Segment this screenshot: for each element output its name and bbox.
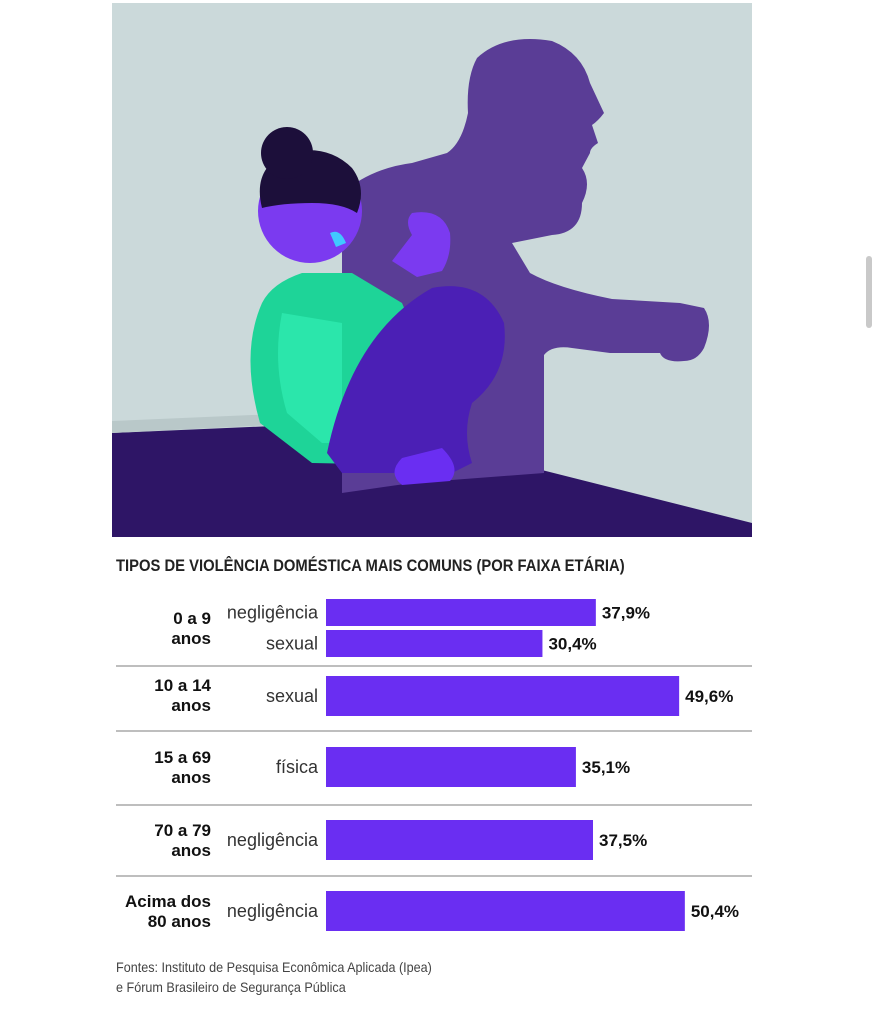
category-label: anos bbox=[171, 629, 211, 648]
bar bbox=[326, 599, 596, 626]
category-label: 70 a 79 bbox=[154, 821, 211, 840]
source-line-1: Fontes: Instituto de Pesquisa Econômica … bbox=[116, 959, 432, 975]
bar-type-label: física bbox=[276, 757, 319, 777]
category-label: 80 anos bbox=[148, 912, 211, 931]
category-label: anos bbox=[171, 768, 211, 787]
bar bbox=[326, 820, 593, 860]
bar bbox=[326, 676, 680, 716]
bar bbox=[326, 891, 685, 931]
domestic-violence-illustration bbox=[112, 3, 752, 537]
woman-figure bbox=[250, 127, 505, 485]
bar bbox=[326, 747, 576, 787]
category-label: anos bbox=[171, 841, 211, 860]
category-label: 0 a 9 bbox=[173, 609, 211, 628]
bar-value-label: 50,4% bbox=[691, 902, 739, 921]
bar-type-label: negligência bbox=[227, 901, 319, 921]
category-label: 10 a 14 bbox=[154, 676, 211, 695]
bar-value-label: 37,9% bbox=[602, 604, 650, 623]
bar-value-label: 30,4% bbox=[548, 635, 596, 654]
bar-value-label: 49,6% bbox=[685, 687, 733, 706]
category-label: 15 a 69 bbox=[154, 748, 211, 767]
bar-value-label: 35,1% bbox=[582, 758, 630, 777]
scrollbar-thumb[interactable] bbox=[866, 256, 872, 328]
bar-value-label: 37,5% bbox=[599, 831, 647, 850]
bar-type-label: sexual bbox=[266, 686, 318, 706]
source-line-2: e Fórum Brasileiro de Segurança Pública bbox=[116, 979, 346, 995]
chart-title: TIPOS DE VIOLÊNCIA DOMÉSTICA MAIS COMUNS… bbox=[116, 556, 625, 575]
category-label: Acima dos bbox=[125, 892, 211, 911]
source-note: Fontes: Instituto de Pesquisa Econômica … bbox=[116, 957, 432, 997]
bar bbox=[326, 630, 543, 657]
bar-type-label: negligência bbox=[227, 830, 319, 850]
bar-type-label: negligência bbox=[227, 603, 319, 623]
category-label: anos bbox=[171, 696, 211, 715]
bar-type-label: sexual bbox=[266, 634, 318, 654]
